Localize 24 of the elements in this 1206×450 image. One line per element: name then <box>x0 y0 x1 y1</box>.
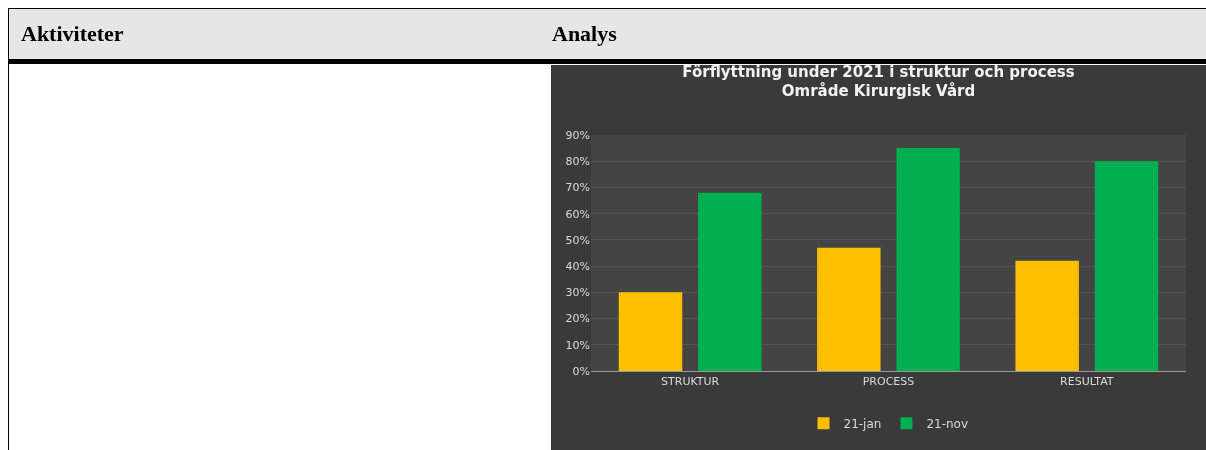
bar <box>1015 260 1079 371</box>
y-tick-label: 50% <box>565 233 590 247</box>
bar <box>896 148 960 371</box>
x-tick-label: STRUKTUR <box>661 375 720 389</box>
legend-label: 21-jan <box>843 416 882 431</box>
bar <box>618 292 683 371</box>
bar <box>1094 161 1159 371</box>
bar <box>817 247 881 371</box>
y-tick-label: 0% <box>572 364 590 378</box>
y-tick-label: 70% <box>565 181 590 195</box>
x-tick-label: RESULTAT <box>1060 375 1114 389</box>
x-tick-label: PROCESS <box>862 375 915 389</box>
y-tick-label: 60% <box>565 207 590 221</box>
y-tick-label: 10% <box>565 338 590 352</box>
y-tick-label: 30% <box>565 286 590 300</box>
text: Aktiviteter <box>21 21 124 47</box>
y-tick-label: 80% <box>565 155 590 169</box>
text: Analys <box>552 21 617 47</box>
y-tick-label: 90% <box>565 128 590 142</box>
chart-title: Förflyttning under 2021 i struktur och process Område Kirurgisk Vård <box>682 62 1075 101</box>
y-tick-label: 40% <box>565 259 590 273</box>
bar <box>698 192 762 371</box>
y-tick-label: 20% <box>565 312 590 326</box>
legend-label: 21-nov <box>926 416 969 431</box>
